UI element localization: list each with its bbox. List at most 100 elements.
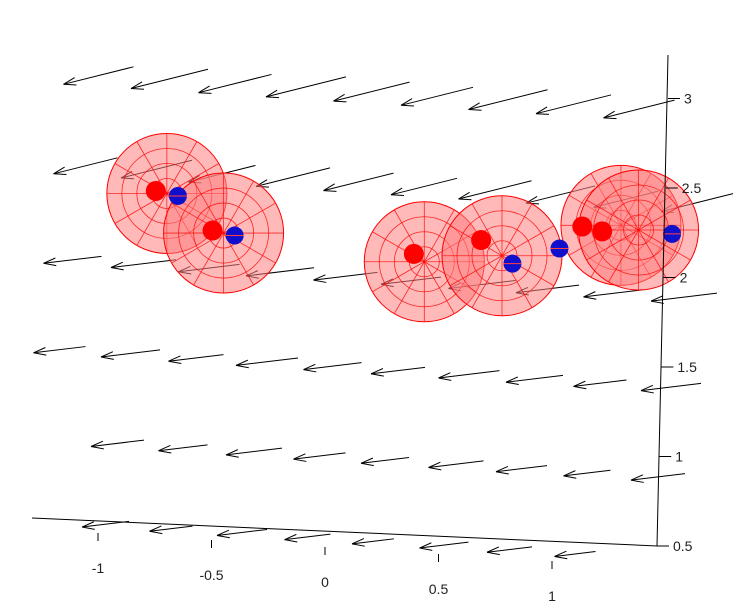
arrow-head xyxy=(81,521,95,528)
vector-arrow xyxy=(216,528,268,536)
arrow-head xyxy=(235,364,249,369)
vector-arrow xyxy=(640,382,702,392)
wire-sphere xyxy=(163,172,285,294)
arrow-head xyxy=(468,109,482,111)
arrow-head xyxy=(43,257,56,264)
arrow-head xyxy=(149,530,163,535)
vector-arrow xyxy=(255,167,331,187)
y-tick-label: 2 xyxy=(680,270,688,286)
arrow-head xyxy=(168,355,181,362)
arrow-head xyxy=(63,77,75,85)
arrow-head xyxy=(130,81,143,89)
red-point xyxy=(471,230,492,251)
vector-arrow xyxy=(303,362,362,371)
x-tick-label: 0 xyxy=(321,574,329,590)
arrow-head xyxy=(458,191,470,200)
vector-arrow xyxy=(63,66,134,85)
arrow-head xyxy=(370,373,384,377)
vector-arrow xyxy=(390,177,458,196)
sphere-meridian xyxy=(372,261,425,293)
arrow-head xyxy=(313,279,327,283)
arrow-head xyxy=(198,92,212,94)
arrow-head xyxy=(158,444,171,452)
arrow-head xyxy=(198,85,210,94)
arrow-head xyxy=(438,372,451,379)
sphere-meridian xyxy=(193,232,224,286)
x-axis-ticks: -1 -0.5 0 0.5 1 xyxy=(92,533,556,604)
arrow-head xyxy=(130,88,145,90)
sphere-meridian xyxy=(166,141,198,194)
sphere-meridian xyxy=(223,180,254,234)
sphere-meridian xyxy=(501,225,555,257)
arrow-head xyxy=(63,83,77,86)
arrow-head xyxy=(90,446,104,450)
arrow-head xyxy=(650,300,664,304)
arrow-head xyxy=(293,458,307,462)
arrow-head xyxy=(630,479,644,483)
vector-arrow xyxy=(458,180,532,200)
y-tick-label: 1 xyxy=(675,449,683,465)
vector-arrow xyxy=(603,99,675,119)
sphere-meridian xyxy=(608,177,639,231)
red-point xyxy=(202,220,223,241)
sphere-meridian xyxy=(423,261,455,314)
arrow-head xyxy=(486,551,500,556)
vector-arrow xyxy=(33,346,86,354)
sphere-meridian xyxy=(423,209,455,262)
sphere-meridian xyxy=(638,177,669,231)
arrow-head xyxy=(284,533,297,541)
arrow-head xyxy=(284,539,298,543)
arrow-head xyxy=(400,104,415,107)
vector-arrow xyxy=(630,473,686,481)
red-point xyxy=(572,216,593,237)
arrow-head xyxy=(216,529,230,536)
vector-arrow xyxy=(110,259,177,268)
arrow-head xyxy=(100,356,114,360)
vector-arrow xyxy=(486,546,533,553)
arrow-head xyxy=(216,534,230,539)
vector-arrow xyxy=(323,172,394,192)
vector-arrow xyxy=(428,460,484,468)
y-axis-ticks: 0.5 1 1.5 2 2.5 3 xyxy=(657,91,701,554)
vector-arrow xyxy=(438,370,500,379)
arrow-head xyxy=(573,380,586,387)
arrow-head xyxy=(303,369,317,373)
arrow-head xyxy=(351,538,365,545)
vector-arrow xyxy=(43,255,102,264)
arrow-head xyxy=(43,262,57,267)
arrow-head xyxy=(360,462,374,467)
vector-arrow xyxy=(419,541,469,549)
arrow-head xyxy=(168,360,182,365)
vector-arrow xyxy=(351,538,395,545)
vector-arrow xyxy=(370,366,426,375)
arrow-head xyxy=(428,467,442,471)
arrow-head xyxy=(303,363,316,371)
arrow-head xyxy=(583,291,596,298)
arrow-head xyxy=(265,89,278,98)
vector-arrow xyxy=(100,349,161,358)
arrow-head xyxy=(33,347,46,354)
vector-arrow xyxy=(265,76,347,98)
y-tick-label: 0.5 xyxy=(673,538,693,554)
x-tick-label: 1 xyxy=(548,588,556,604)
arrow-head xyxy=(505,376,519,383)
arrow-head xyxy=(486,546,500,553)
arrow-head xyxy=(428,461,441,468)
arrow-head xyxy=(110,261,124,268)
sphere-meridian xyxy=(393,261,425,314)
red-point xyxy=(592,221,613,242)
vector-arrow xyxy=(333,81,410,102)
arrow-head xyxy=(235,359,249,366)
sphere-meridian xyxy=(501,203,533,256)
arrow-head xyxy=(419,547,433,551)
vector-arrow xyxy=(495,465,548,473)
arrow-head xyxy=(225,454,239,458)
arrow-head xyxy=(630,474,644,481)
vector-arrow xyxy=(583,289,643,298)
sphere-meridian xyxy=(471,203,503,256)
vector-arrow xyxy=(535,94,612,115)
sphere-meridian xyxy=(586,229,639,261)
data-points xyxy=(145,180,682,273)
arrow-head xyxy=(149,525,162,532)
